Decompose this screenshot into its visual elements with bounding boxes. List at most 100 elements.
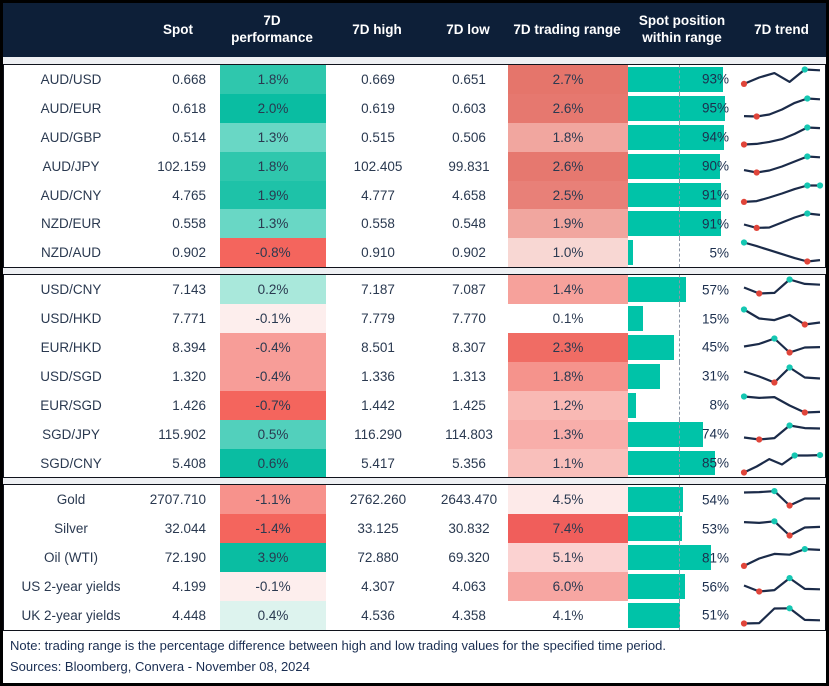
- row-label: USD/SGD: [40, 368, 102, 384]
- table-row: Oil (WTI) 72.190 3.9% 72.880 69.320 5.1% 81%: [4, 543, 825, 573]
- performance-value: -0.8%: [220, 238, 326, 268]
- low-value: 5.356: [452, 455, 486, 471]
- position-cell: 8%: [628, 390, 730, 420]
- range-midline: [679, 543, 680, 573]
- footer: Note: trading range is the percentage di…: [3, 630, 826, 683]
- spot-value: 7.771: [172, 311, 206, 327]
- position-bar: [628, 67, 723, 92]
- performance-value: 3.9%: [220, 543, 326, 573]
- position-bar: [628, 603, 681, 628]
- row-label: Oil (WTI): [44, 550, 98, 566]
- row-label: AUD/USD: [40, 71, 102, 87]
- low-point-dot: [755, 588, 762, 595]
- table-row: NZD/EUR 0.558 1.3% 0.558 0.548 1.9% 91%: [4, 209, 825, 239]
- trend-sparkline: [738, 152, 825, 181]
- high-point-dot: [801, 546, 808, 553]
- trend-sparkline: [738, 238, 825, 267]
- performance-value: -1.1%: [220, 485, 326, 515]
- low-value: 1.313: [452, 368, 486, 384]
- col-header-range: 7D trading range: [513, 21, 621, 37]
- high-value: 1.336: [361, 368, 395, 384]
- range-midline: [679, 304, 680, 334]
- spot-value: 5.408: [172, 455, 206, 471]
- range-midline: [679, 361, 680, 391]
- range-midline: [679, 419, 680, 449]
- spot-value: 0.902: [172, 245, 206, 261]
- range-value: 1.2%: [508, 390, 628, 420]
- performance-value: 1.8%: [220, 151, 326, 181]
- range-value: 2.7%: [508, 65, 628, 94]
- low-point-dot: [803, 258, 810, 265]
- range-midline: [679, 572, 680, 602]
- low-point-dot: [740, 620, 747, 627]
- performance-value: -1.4%: [220, 514, 326, 544]
- table-row: AUD/JPY 102.159 1.8% 102.405 99.831 2.6% 90%: [4, 151, 825, 181]
- performance-value: 0.6%: [220, 448, 326, 478]
- position-bar: [628, 363, 660, 389]
- trend-sparkline: [738, 181, 825, 210]
- low-value: 69.320: [448, 550, 490, 566]
- high-value: 7.187: [361, 282, 395, 298]
- table-row: USD/CNY 7.143 0.2% 7.187 7.087 1.4% 57%: [4, 275, 825, 305]
- spot-value: 0.668: [172, 71, 206, 87]
- spot-value: 0.558: [172, 216, 206, 232]
- performance-value: -0.1%: [220, 304, 326, 334]
- position-bar: [628, 421, 704, 447]
- high-point-dot: [786, 575, 793, 582]
- low-point-dot: [740, 198, 747, 205]
- range-value: 4.5%: [508, 485, 628, 515]
- position-bar: [628, 574, 686, 600]
- position-label: 5%: [709, 245, 729, 261]
- sparkline-svg: [743, 335, 820, 356]
- range-midline: [679, 485, 680, 515]
- row-label: SGD/CNY: [40, 455, 102, 471]
- trend-sparkline: [738, 333, 825, 362]
- spot-value: 1.320: [172, 368, 206, 384]
- position-label: 81%: [701, 550, 729, 566]
- low-value: 4.658: [452, 187, 486, 203]
- position-label: 45%: [701, 339, 729, 355]
- table-row: EUR/HKD 8.394 -0.4% 8.501 8.307 2.3% 45%: [4, 333, 825, 362]
- range-midline: [679, 333, 680, 362]
- spot-value: 115.902: [158, 426, 206, 442]
- table-row: UK 2-year yields 4.448 0.4% 4.536 4.358 4.1% 5…: [4, 601, 825, 630]
- performance-value: 1.3%: [220, 122, 326, 152]
- sparkline-svg: [740, 124, 820, 148]
- performance-value: 0.4%: [220, 601, 326, 630]
- position-cell: 56%: [628, 572, 730, 602]
- range-value: 2.3%: [508, 333, 628, 362]
- trend-sparkline: [738, 94, 825, 123]
- high-point-dot: [803, 181, 810, 189]
- high-value: 0.515: [361, 129, 395, 145]
- performance-value: -0.4%: [220, 333, 326, 362]
- low-value: 0.548: [452, 216, 486, 232]
- performance-value: 1.8%: [220, 65, 326, 94]
- row-label: EUR/SGD: [40, 397, 102, 413]
- low-point-dot: [753, 169, 760, 176]
- position-cell: 94%: [628, 122, 730, 152]
- table-body: AUD/USD 0.668 1.8% 0.669 0.651 2.7% 93% AUD/EUR…: [3, 64, 826, 631]
- position-bar: [628, 240, 634, 266]
- high-value: 7.779: [361, 311, 395, 327]
- position-label: 57%: [701, 282, 729, 298]
- spot-value: 0.618: [172, 100, 206, 116]
- high-value: 0.558: [361, 216, 395, 232]
- sparkline-svg: [743, 488, 820, 510]
- performance-value: -0.4%: [220, 361, 326, 391]
- high-point-dot: [801, 66, 808, 73]
- table-row: AUD/CNY 4.765 1.9% 4.777 4.658 2.5% 91%: [4, 180, 825, 210]
- position-cell: 85%: [628, 448, 730, 478]
- trend-sparkline: [738, 275, 825, 304]
- spot-value: 0.514: [172, 129, 206, 145]
- position-bar: [628, 306, 644, 332]
- header-separator: [3, 57, 826, 64]
- high-point-dot: [816, 451, 823, 458]
- high-value: 4.536: [361, 607, 395, 623]
- spot-value: 4.448: [172, 607, 206, 623]
- trend-sparkline: [738, 514, 825, 543]
- trend-sparkline: [738, 391, 825, 420]
- table-row: US 2-year yields 4.199 -0.1% 4.307 4.063 6.0%…: [4, 572, 825, 602]
- table-row: NZD/AUD 0.902 -0.8% 0.910 0.902 1.0% 5%: [4, 238, 825, 268]
- trend-sparkline: [738, 543, 825, 572]
